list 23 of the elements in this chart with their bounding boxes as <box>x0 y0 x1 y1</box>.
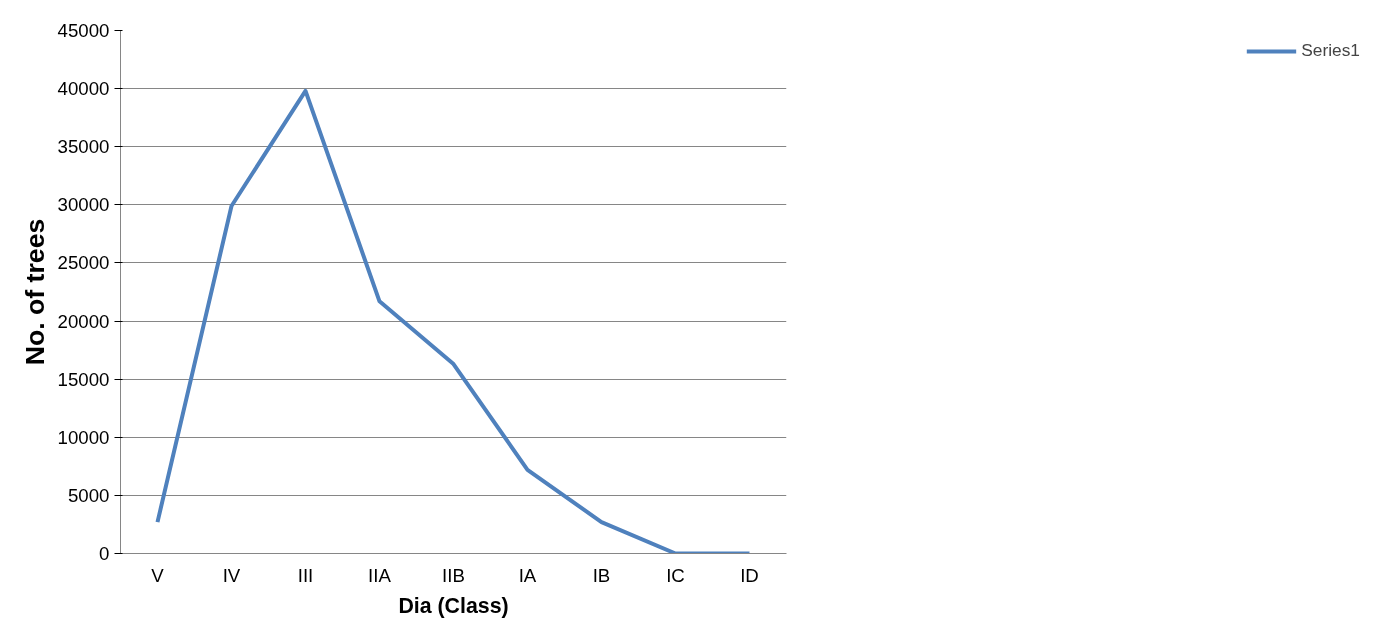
y-tick-label: 20000 <box>57 310 110 332</box>
x-axis-title: Dia (Class) <box>398 593 509 618</box>
x-tick-label: IB <box>592 564 611 586</box>
x-tick-label: ID <box>740 564 759 586</box>
legend-label: Series1 <box>1301 40 1360 61</box>
line-series <box>155 88 752 554</box>
y-tick-label: 35000 <box>57 136 110 158</box>
y-tick-label: 40000 <box>57 78 110 100</box>
y-axis-title: No. of trees <box>19 218 50 366</box>
y-tick-label: 5000 <box>68 484 110 506</box>
y-tick-label: 10000 <box>57 426 110 448</box>
x-tick-label: IC <box>666 564 685 586</box>
x-tick-label: IV <box>222 564 241 586</box>
x-tick-label: V <box>151 564 165 586</box>
y-tick-label: 0 <box>99 543 110 564</box>
x-tick-label: III <box>297 564 314 586</box>
y-tick-label: 30000 <box>57 194 110 216</box>
y-tick-label: 45000 <box>57 20 110 41</box>
x-tick-label: IIA <box>368 564 392 586</box>
y-tick-label: 15000 <box>57 368 110 390</box>
x-tick-label: IIB <box>442 564 465 586</box>
y-tick-label: 25000 <box>57 252 110 274</box>
x-tick-label: IA <box>518 564 537 586</box>
